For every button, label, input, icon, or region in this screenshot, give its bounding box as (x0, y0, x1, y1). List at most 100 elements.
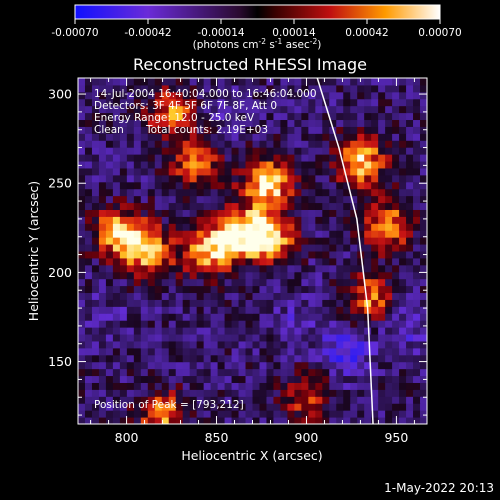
heatmap-cell (399, 78, 407, 86)
heatmap-cell (378, 209, 386, 217)
heatmap-cell (266, 209, 274, 217)
heatmap-cell (308, 223, 316, 231)
heatmap-cell (168, 368, 177, 377)
heatmap-cell (322, 230, 330, 238)
heatmap-cell (385, 327, 393, 335)
heatmap-cell (238, 251, 247, 259)
heatmap-cell (322, 278, 330, 287)
heatmap-cell (266, 140, 274, 148)
heatmap-cell (238, 105, 247, 114)
heatmap-cell (119, 292, 128, 300)
heatmap-cell (308, 112, 316, 121)
heatmap-cell (329, 237, 337, 245)
heatmap-cell (112, 320, 121, 328)
heatmap-cell (364, 91, 372, 100)
heatmap-cell (175, 375, 184, 383)
heatmap-cell (210, 264, 219, 273)
heatmap-cell (245, 174, 253, 183)
heatmap-cell (399, 417, 407, 424)
heatmap-cell (98, 403, 107, 411)
heatmap-cell (273, 174, 281, 183)
heatmap-cell (336, 119, 344, 127)
heatmap-cell (364, 209, 372, 217)
heatmap-cell (350, 154, 358, 162)
heatmap-cell (182, 403, 191, 411)
heatmap-cell (329, 140, 337, 148)
heatmap-cell (266, 361, 274, 370)
colorbar (74, 4, 441, 20)
heatmap-cell (140, 105, 149, 114)
heatmap-cell (378, 264, 386, 273)
heatmap-cell (364, 368, 372, 377)
heatmap-cell (168, 306, 177, 314)
heatmap-cell (413, 237, 421, 245)
heatmap-cell (371, 174, 379, 183)
heatmap-cell (231, 188, 240, 197)
heatmap-cell (154, 126, 163, 134)
heatmap-cell (294, 327, 302, 335)
heatmap-cell (413, 403, 421, 411)
heatmap-cell (371, 78, 379, 86)
heatmap-cell (105, 209, 114, 217)
heatmap-cell (98, 396, 107, 404)
heatmap-cell (357, 78, 365, 86)
heatmap-cell (119, 98, 128, 107)
heatmap-cell (231, 230, 240, 238)
heatmap-cell (140, 244, 149, 252)
heatmap-cell (175, 340, 184, 349)
heatmap-cell (231, 167, 240, 176)
heatmap-cell (371, 347, 379, 356)
heatmap-cell (399, 271, 407, 280)
heatmap-cell (287, 306, 295, 314)
heatmap-cell (105, 78, 114, 86)
heatmap-cell (203, 195, 212, 204)
heatmap-cell (315, 237, 323, 245)
heatmap-cell (343, 202, 351, 210)
heatmap-cell (210, 251, 219, 259)
heatmap-cell (84, 340, 93, 349)
heatmap-cell (133, 354, 142, 363)
heatmap-cell (322, 375, 330, 383)
heatmap-cell (371, 278, 379, 287)
heatmap-cell (140, 403, 149, 411)
heatmap-cell (217, 354, 226, 363)
heatmap-cell (385, 264, 393, 273)
heatmap-cell (182, 140, 191, 148)
heatmap-cell (280, 105, 288, 114)
heatmap-cell (371, 105, 379, 114)
heatmap-cell (357, 126, 365, 134)
heatmap-cell (231, 195, 240, 204)
heatmap-cell (98, 244, 107, 252)
heatmap-cell (308, 340, 316, 349)
heatmap-cell (399, 181, 407, 190)
heatmap-cell (350, 417, 358, 424)
heatmap-cell (420, 140, 427, 148)
heatmap-cell (189, 292, 198, 300)
heatmap-cell (371, 237, 379, 245)
heatmap-cell (133, 112, 142, 121)
heatmap-cell (168, 257, 177, 266)
heatmap-cell (350, 216, 358, 224)
heatmap-cell (210, 78, 219, 86)
heatmap-cell (84, 382, 93, 390)
heatmap-cell (133, 84, 142, 93)
heatmap-cell (245, 417, 253, 424)
heatmap-cell (161, 382, 170, 390)
heatmap-cell (154, 209, 163, 217)
heatmap-cell (175, 237, 184, 245)
heatmap-cell (161, 133, 170, 141)
heatmap-cell (168, 292, 177, 300)
heatmap-cell (182, 382, 191, 390)
heatmap-cell (385, 98, 393, 107)
heatmap-cell (133, 299, 142, 307)
heatmap-cell (301, 271, 309, 280)
heatmap-cell (378, 216, 386, 224)
heatmap-cell (238, 340, 247, 349)
heatmap-cell (140, 140, 149, 148)
heatmap-cell (280, 264, 288, 273)
heatmap-cell (413, 313, 421, 321)
heatmap-cell (308, 285, 316, 294)
heatmap-cell (210, 278, 219, 287)
heatmap-cell (406, 161, 414, 169)
heatmap-cell (147, 417, 156, 424)
